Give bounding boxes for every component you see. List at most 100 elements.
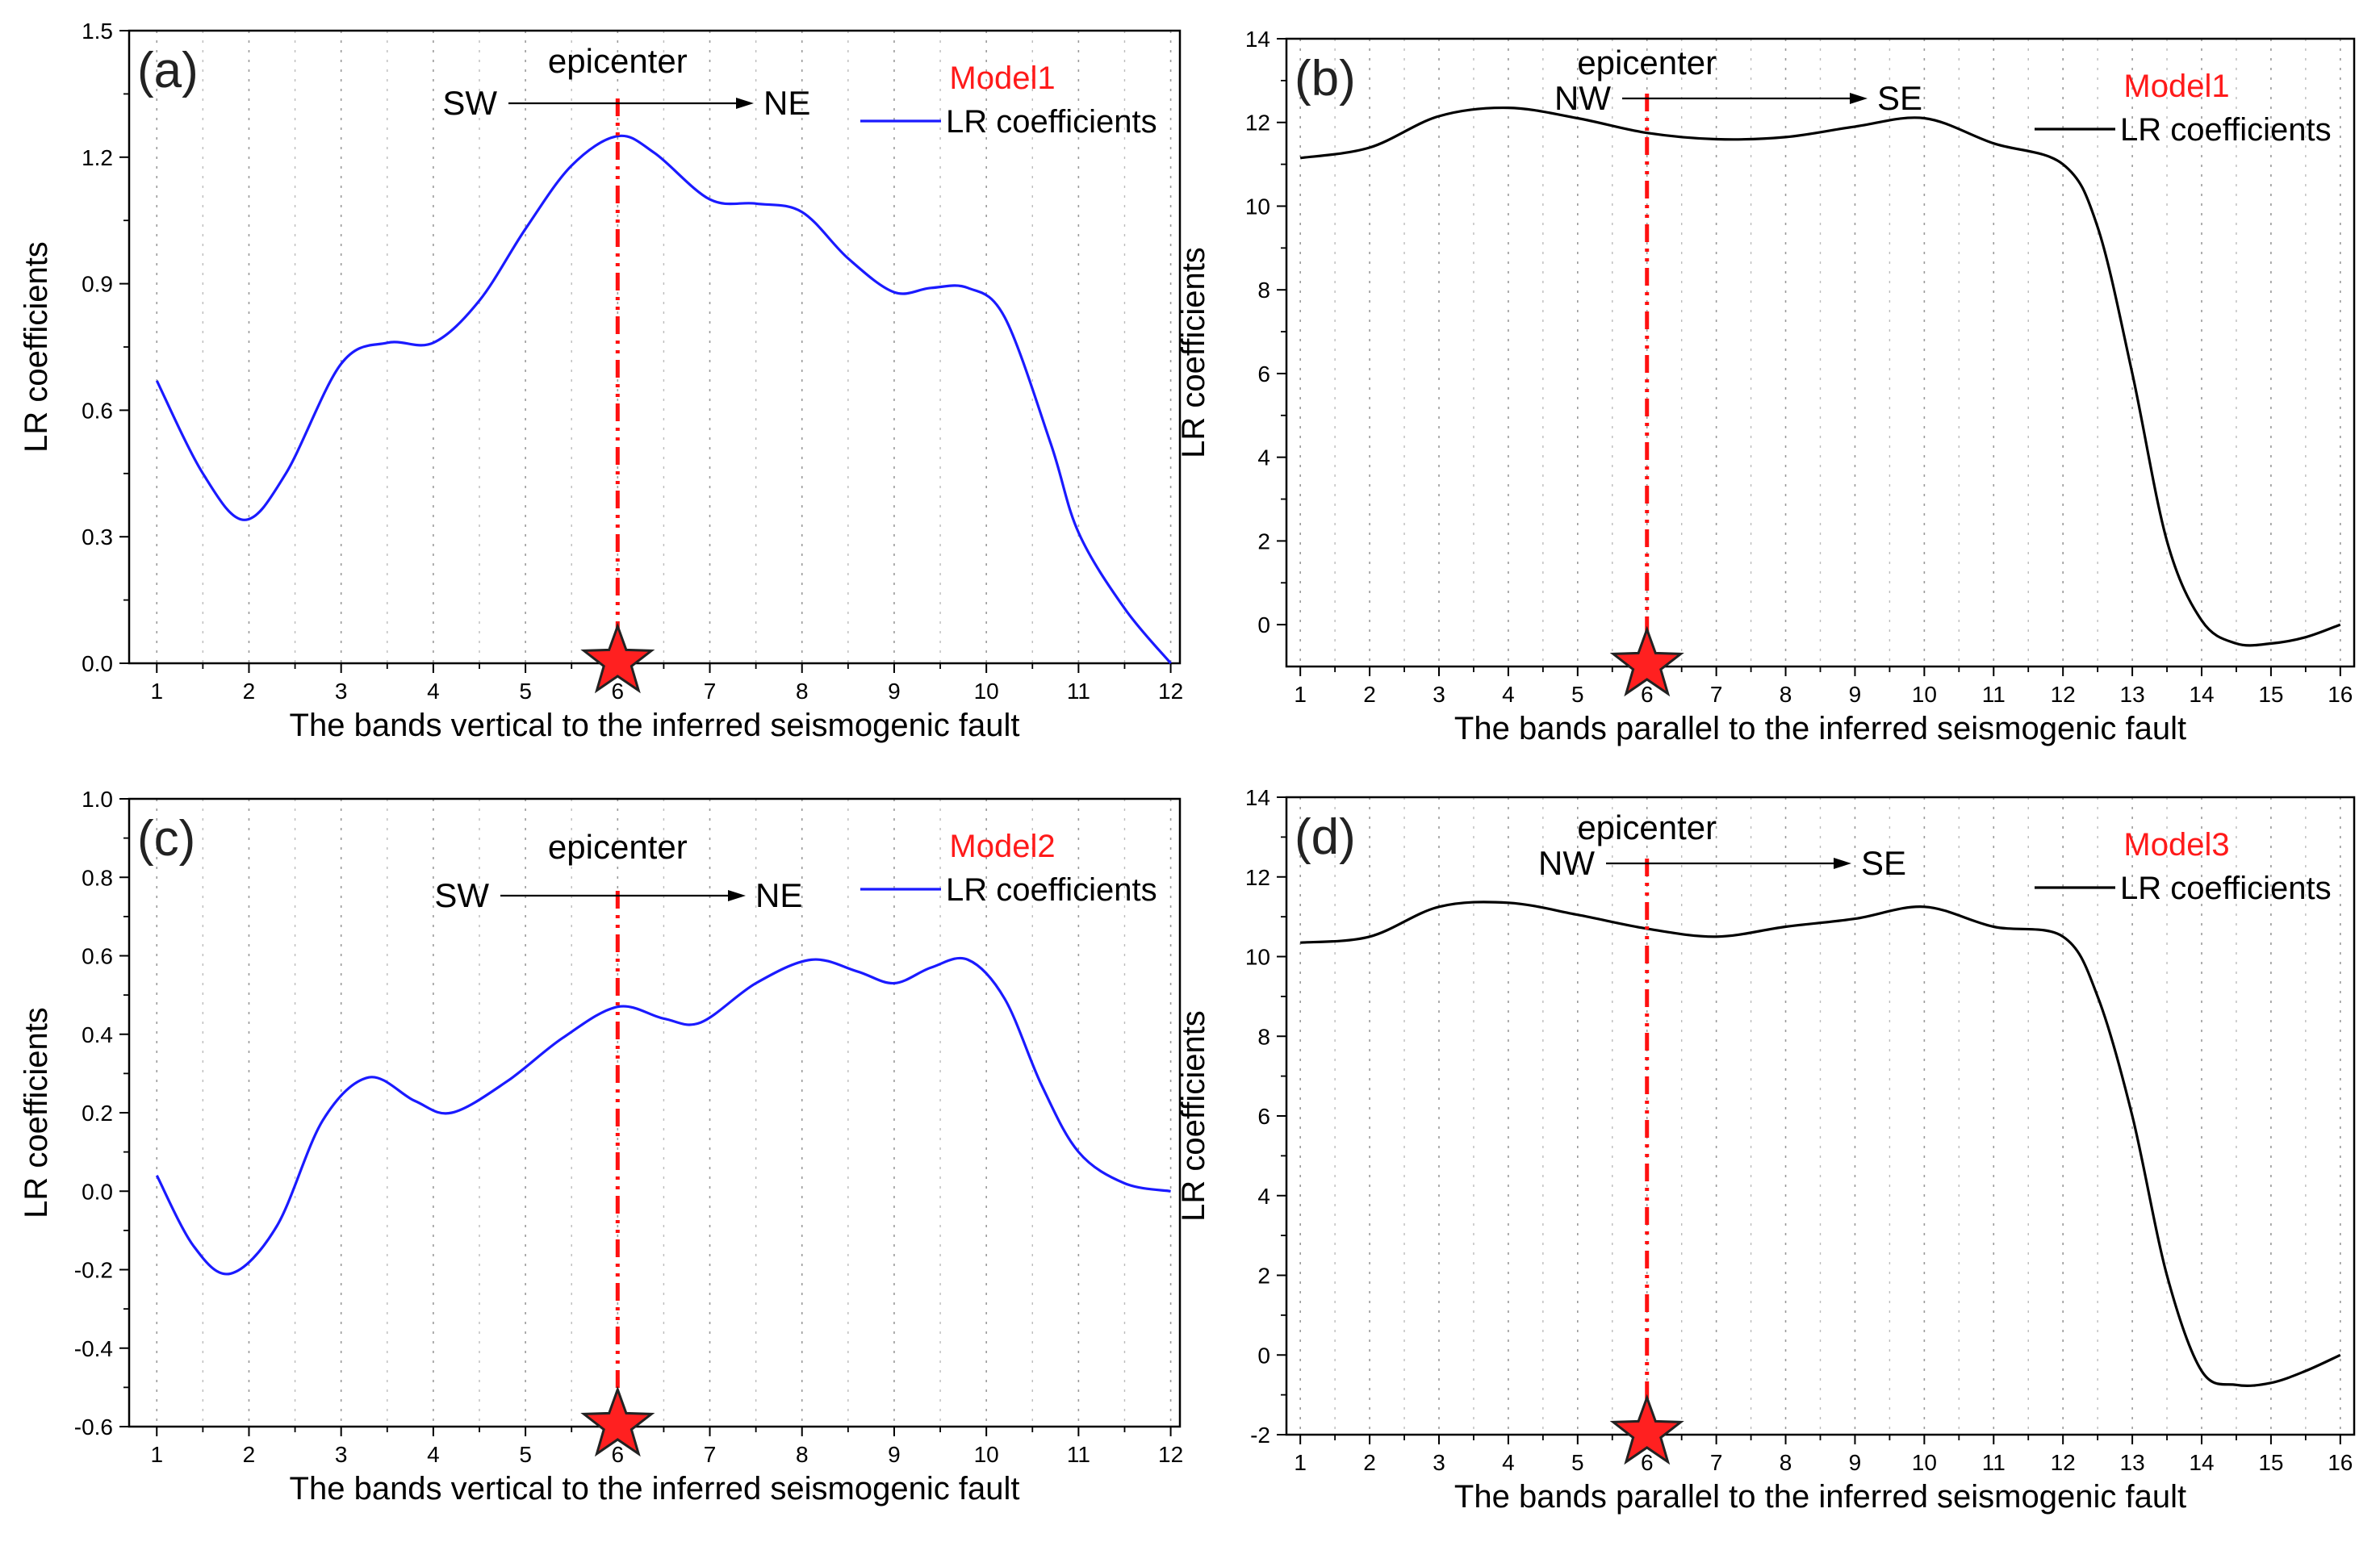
direction-left-label: SW <box>434 876 489 914</box>
x-tick-label: 11 <box>1982 682 2006 707</box>
x-tick-label: 3 <box>1433 682 1445 707</box>
y-tick-label: 0.6 <box>82 944 113 969</box>
x-tick-label: 10 <box>974 679 999 704</box>
x-tick-label: 1 <box>1294 682 1307 707</box>
y-axis-label: LR coefficients <box>1176 1010 1211 1222</box>
x-tick-label: 2 <box>1363 1450 1376 1475</box>
x-tick-label: 8 <box>796 679 809 704</box>
x-tick-label: 10 <box>974 1442 999 1467</box>
y-tick-label: 0.9 <box>82 272 113 297</box>
epicenter-label: epicenter <box>1577 809 1717 846</box>
x-tick-label: 6 <box>612 679 625 704</box>
panel-label: (d) <box>1295 809 1356 865</box>
x-tick-label: 6 <box>1641 1450 1654 1475</box>
x-tick-label: 2 <box>243 1442 256 1467</box>
y-tick-label: 0.3 <box>82 524 113 550</box>
x-tick-label: 6 <box>612 1442 625 1467</box>
y-tick-label: -0.4 <box>74 1336 113 1361</box>
y-tick-label: 12 <box>1245 111 1270 136</box>
x-tick-label: 16 <box>2328 682 2353 707</box>
y-tick-label: 10 <box>1245 945 1270 970</box>
panel-label: (b) <box>1295 51 1356 107</box>
y-tick-label: 0 <box>1257 612 1270 637</box>
legend-label: LR coefficients <box>946 872 1157 908</box>
direction-right-label: NE <box>755 876 802 914</box>
x-tick-label: 12 <box>1158 679 1183 704</box>
x-tick-label: 3 <box>335 1442 348 1467</box>
direction-left-label: SW <box>442 84 497 122</box>
model-label: Model1 <box>949 61 1055 96</box>
epicenter-star-icon <box>580 1385 655 1457</box>
x-tick-label: 4 <box>1502 682 1515 707</box>
x-tick-label: 1 <box>150 679 163 704</box>
legend-label: LR coefficients <box>2120 871 2332 906</box>
series-line-0 <box>1299 106 2341 647</box>
x-tick-label: 8 <box>796 1442 809 1467</box>
y-tick-label: 0 <box>1257 1343 1270 1368</box>
y-tick-label: 1.0 <box>82 787 113 812</box>
x-tick-label: 12 <box>2051 682 2076 707</box>
epicenter-label: epicenter <box>1577 44 1717 81</box>
legend-label: LR coefficients <box>2120 112 2332 148</box>
y-tick-label: -2 <box>1250 1423 1270 1448</box>
x-axis-label: The bands vertical to the inferred seism… <box>290 708 1020 743</box>
x-tick-label: 9 <box>1849 1450 1862 1475</box>
x-tick-label: 10 <box>1912 682 1937 707</box>
y-axis-label: LR coefficients <box>1176 247 1211 458</box>
x-tick-label: 4 <box>427 1442 440 1467</box>
chart-panel-c: 1 2 3 4 5 6 7 8 9 10 11 12-0.6-0.4-0.20.00.20.40.60… <box>19 787 1183 1506</box>
x-tick-label: 7 <box>704 679 717 704</box>
x-axis-label: The bands parallel to the inferred seism… <box>1454 1479 2186 1515</box>
x-tick-label: 12 <box>2051 1450 2076 1475</box>
series-line-0 <box>155 134 1172 665</box>
x-tick-label: 3 <box>335 679 348 704</box>
x-tick-label: 14 <box>2189 1450 2214 1475</box>
panel-label: (a) <box>137 43 199 98</box>
y-axis-label: LR coefficients <box>19 1007 54 1218</box>
x-tick-label: 15 <box>2258 1450 2283 1475</box>
epicenter-star-icon <box>1609 625 1684 697</box>
chart-panel-d: 1 2 3 4 5 6 7 8 9 10 11 12 13 14 15 16-202468101214The … <box>1176 785 2356 1515</box>
y-tick-label: 4 <box>1257 445 1270 470</box>
series-line-0 <box>155 956 1171 1276</box>
x-tick-label: 3 <box>1433 1450 1445 1475</box>
x-tick-label: 4 <box>427 679 440 704</box>
model-label: Model1 <box>2123 69 2229 104</box>
y-tick-label: 14 <box>1245 27 1270 52</box>
y-tick-label: -0.6 <box>74 1415 113 1440</box>
arrow-head-icon <box>1850 93 1868 104</box>
arrow-head-icon <box>728 890 746 901</box>
panel-label: (c) <box>137 811 195 867</box>
x-tick-label: 10 <box>1912 1450 1937 1475</box>
model-label: Model3 <box>2123 827 2229 863</box>
x-tick-label: 9 <box>888 1442 901 1467</box>
y-tick-label: 12 <box>1245 865 1270 890</box>
x-tick-label: 5 <box>1571 682 1584 707</box>
direction-left-label: NW <box>1538 844 1595 882</box>
y-tick-label: 1.2 <box>82 145 113 170</box>
direction-right-label: SE <box>1877 79 1922 117</box>
x-tick-label: 7 <box>1710 682 1723 707</box>
y-tick-label: 8 <box>1257 1024 1270 1049</box>
model-label: Model2 <box>949 829 1055 864</box>
y-tick-label: 2 <box>1257 1264 1270 1289</box>
x-tick-label: 9 <box>1849 682 1862 707</box>
x-tick-label: 2 <box>1363 682 1376 707</box>
x-tick-label: 11 <box>1067 679 1090 704</box>
direction-left-label: NW <box>1554 79 1611 117</box>
y-tick-label: 10 <box>1245 194 1270 219</box>
x-tick-label: 12 <box>1158 1442 1183 1467</box>
x-tick-label: 8 <box>1780 682 1792 707</box>
y-axis-label: LR coefficients <box>19 241 54 453</box>
epicenter-star-icon <box>580 622 655 694</box>
epicenter-label: epicenter <box>548 828 688 866</box>
legend-label: LR coefficients <box>946 104 1157 140</box>
y-tick-label: 6 <box>1257 1104 1270 1129</box>
y-tick-label: 0.0 <box>82 651 113 676</box>
x-tick-label: 6 <box>1641 682 1654 707</box>
arrow-head-icon <box>736 98 754 109</box>
y-tick-label: 0.4 <box>82 1022 113 1047</box>
